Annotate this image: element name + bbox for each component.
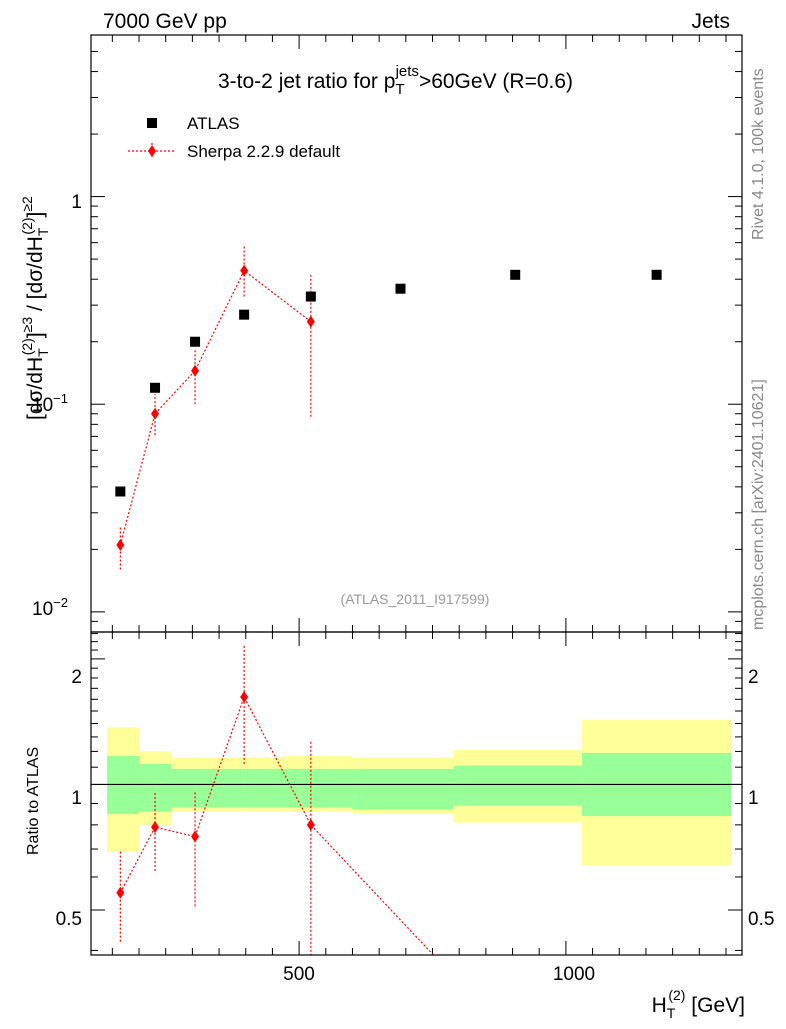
xlabel-d: [GeV] [685,994,745,1017]
analysis-watermark: (ATLAS_2011_I917599) [341,591,490,607]
legend-atlas-marker [147,118,157,128]
xlabel-c: (2) [668,987,685,1003]
sherpa-point-2 [191,364,200,377]
title-sub: T [395,81,404,98]
main-ytick-label-1: 1 [71,192,82,213]
title-post: >60GeV (R=0.6) [419,70,573,93]
ratio-ytick-label-2: 2 [71,667,82,688]
ylabel-c2: (2) [19,217,35,234]
ylabel-c: (2) [19,338,35,355]
ratio-series [116,645,435,955]
ratio-ytick-label-2-right: 2 [748,667,759,688]
ytick-0.1-base: 10 [32,395,53,416]
atlas-point-0 [115,486,126,497]
ratio-point-3 [240,691,249,704]
sherpa-point-4 [306,315,315,328]
green-band-bin-4 [283,768,353,808]
ratio-clipped-group [116,645,435,955]
header-left: 7000 GeV pp [103,10,227,33]
header-right: Jets [691,10,730,33]
title-pre: 3-to-2 jet ratio for p [218,70,395,93]
sherpa-line [119,269,312,546]
ylabel-b2: T [35,227,51,236]
ratio-point-4 [306,818,315,831]
ratio-ytick-label-1-right: 1 [748,788,759,809]
ytick-0.01-exp: −2 [53,595,68,610]
ratio-point-1 [151,821,160,834]
atlas-point-1 [150,382,161,393]
xtick-label-500: 500 [283,964,315,985]
ratio-panel-frame [90,631,743,956]
legend-atlas-label: ATLAS [187,114,240,133]
sherpa-point-0 [116,538,125,551]
legend-sherpa-label: Sherpa 2.2.9 default [187,142,340,161]
ylabel-g: ] [24,212,47,218]
ratio-sherpa-line [119,695,435,955]
panel-frames [90,34,743,956]
ratio-axes [91,632,742,955]
main-ytick-label-0.1: 10−1 [32,391,68,416]
xtick-label-1000: 1000 [553,964,595,985]
rivet-label: Rivet 4.1.0, 100k events [750,68,767,240]
ylabel-d: ] [24,332,47,338]
xlabel: HT (2) [GeV] [652,987,745,1021]
green-band-bin-1 [139,763,172,812]
atlas-point-3 [239,309,250,320]
main-ylabel: [dσ/dHT(2)]≥3 / [dσ/dHT(2)]≥2 [19,196,51,420]
main-title: 3-to-2 jet ratio for pTjets>60GeV (R=0.6… [218,63,573,98]
main-ytick-label-0.01: 10−2 [32,595,68,620]
ylabel-b: T [35,348,51,357]
main-series [115,245,662,570]
ylabel-a: [dσ/dH [24,357,47,420]
ylabel-f: / [dσ/dH [24,236,47,317]
green-band-bin-6 [453,765,582,806]
mcplots-label: mcplots.cern.ch [arXiv:2401.10621] [750,379,767,630]
ratio-ytick-label-0.5: 0.5 [56,909,82,930]
ratio-uncertainty-bands [107,719,732,866]
xlabel-a: H [652,994,667,1017]
ytick-0.1-exp: −1 [53,391,68,406]
ratio-point-2 [191,830,200,843]
title-sup: jets [395,63,419,80]
ratio-point-0 [116,886,125,899]
ylabel-e: ≥3 [19,317,35,333]
sherpa-point-3 [240,264,249,277]
atlas-point-2 [190,336,201,347]
ylabel-h: ≥2 [19,196,35,212]
atlas-point-5 [395,283,406,294]
atlas-point-4 [305,291,316,302]
green-band-bin-3 [245,768,284,808]
ytick-0.01-base: 10 [32,599,53,620]
green-band-bin-5 [352,768,454,810]
atlas-point-6 [510,269,521,280]
xlabel-b: T [667,1005,676,1021]
ratio-ytick-label-1: 1 [71,788,82,809]
atlas-point-7 [651,269,662,280]
green-band-bin-2 [171,768,246,808]
legend-sherpa-marker [148,145,156,157]
sherpa-point-1 [151,407,160,420]
ratio-ytick-label-0.5-right: 0.5 [748,909,774,930]
ratio-ylabel: Ratio to ATLAS [25,747,42,855]
